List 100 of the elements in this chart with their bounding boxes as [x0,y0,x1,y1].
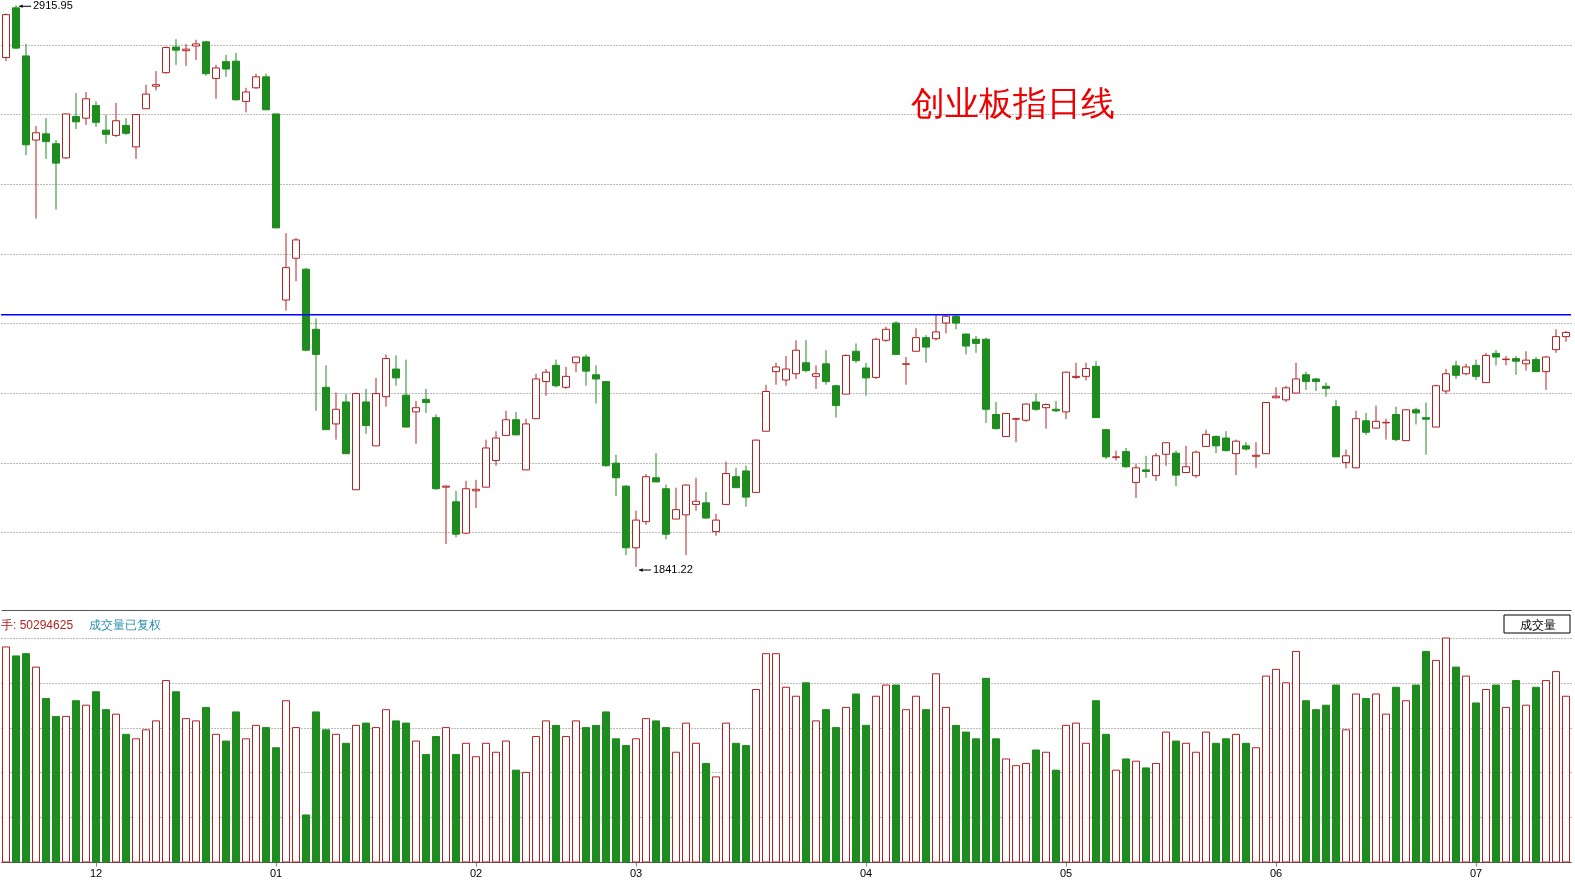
bar [732,742,740,863]
bar [1492,684,1500,863]
candlestick [1412,407,1420,425]
bar [1272,668,1280,863]
bar [1142,767,1150,863]
bar [312,711,320,863]
candlestick [782,355,790,387]
bar [492,751,500,863]
candlestick [122,117,130,136]
bar [1162,731,1170,863]
bar [1372,693,1380,863]
candlestick [902,356,910,386]
bar [102,709,110,863]
x-tick-label: 04 [859,866,873,879]
bar [1102,733,1110,863]
candlestick [1452,360,1460,380]
bar [1122,758,1130,863]
candlestick [192,39,200,61]
candlestick [1242,441,1250,452]
candlestick [1032,393,1040,412]
bar [1092,700,1100,863]
bar [682,722,690,863]
bar [832,727,840,863]
annotation: 2915.95 [33,0,73,12]
candlestick [852,342,860,364]
candlestick [1122,447,1130,469]
candlestick [392,354,400,387]
candlestick [1042,403,1050,430]
bar [202,706,210,863]
bar [402,722,410,863]
bar [72,700,80,863]
candlestick [1382,418,1390,441]
candlestick [1252,441,1260,469]
bar [1232,733,1240,863]
bar [602,711,610,863]
candlestick [562,366,570,390]
candlestick [1312,377,1320,392]
bar [302,814,310,863]
candlestick [112,102,120,138]
candlestick [612,454,620,497]
candlestick [512,411,520,436]
bar [452,753,460,863]
bar [462,742,470,863]
bar [1012,765,1020,863]
candlestick [492,430,500,467]
bar [752,689,760,863]
bar [132,738,140,863]
bar [372,727,380,863]
candlestick [822,349,830,386]
bar [862,724,870,863]
candlestick [1022,403,1030,423]
bar [1212,742,1220,863]
bar [982,677,990,863]
candlestick [1232,439,1240,476]
candlestick [672,487,680,520]
bar [872,695,880,863]
bar [352,724,360,863]
bar [1312,709,1320,863]
bar [1292,650,1300,863]
bar [362,722,370,863]
candlestick [1222,430,1230,453]
candlestick [32,125,40,219]
bar [1392,686,1400,863]
candlestick [102,114,110,145]
candlestick [812,364,820,390]
bar [242,738,250,863]
bar [942,706,950,863]
bar [42,697,50,863]
candlestick [692,477,700,512]
bar [1482,689,1490,863]
bar [1282,682,1290,863]
bar [632,738,640,863]
bar [772,653,780,863]
bar [272,747,280,863]
annotation: 1841.22 [653,563,693,576]
bar [472,756,480,863]
candlestick [502,410,510,436]
bar [342,742,350,863]
bar [932,673,940,863]
bar [162,680,170,863]
candlestick [732,467,740,489]
candlestick [1362,412,1370,436]
candlestick [1542,355,1550,391]
candlestick [292,237,300,282]
candlestick [652,452,660,483]
bar [962,731,970,863]
candlestick [992,401,1000,431]
bar [32,666,40,863]
candlestick [212,64,220,100]
candlestick [862,362,870,397]
bar [1502,706,1510,863]
candlestick [442,485,450,545]
candlestick [82,91,90,126]
candlestick [1162,442,1170,467]
candlestick [182,43,190,67]
bar [532,736,540,863]
candlestick [1512,355,1520,376]
candlestick [1342,449,1350,469]
bar [482,742,490,863]
candlestick [1502,355,1510,366]
